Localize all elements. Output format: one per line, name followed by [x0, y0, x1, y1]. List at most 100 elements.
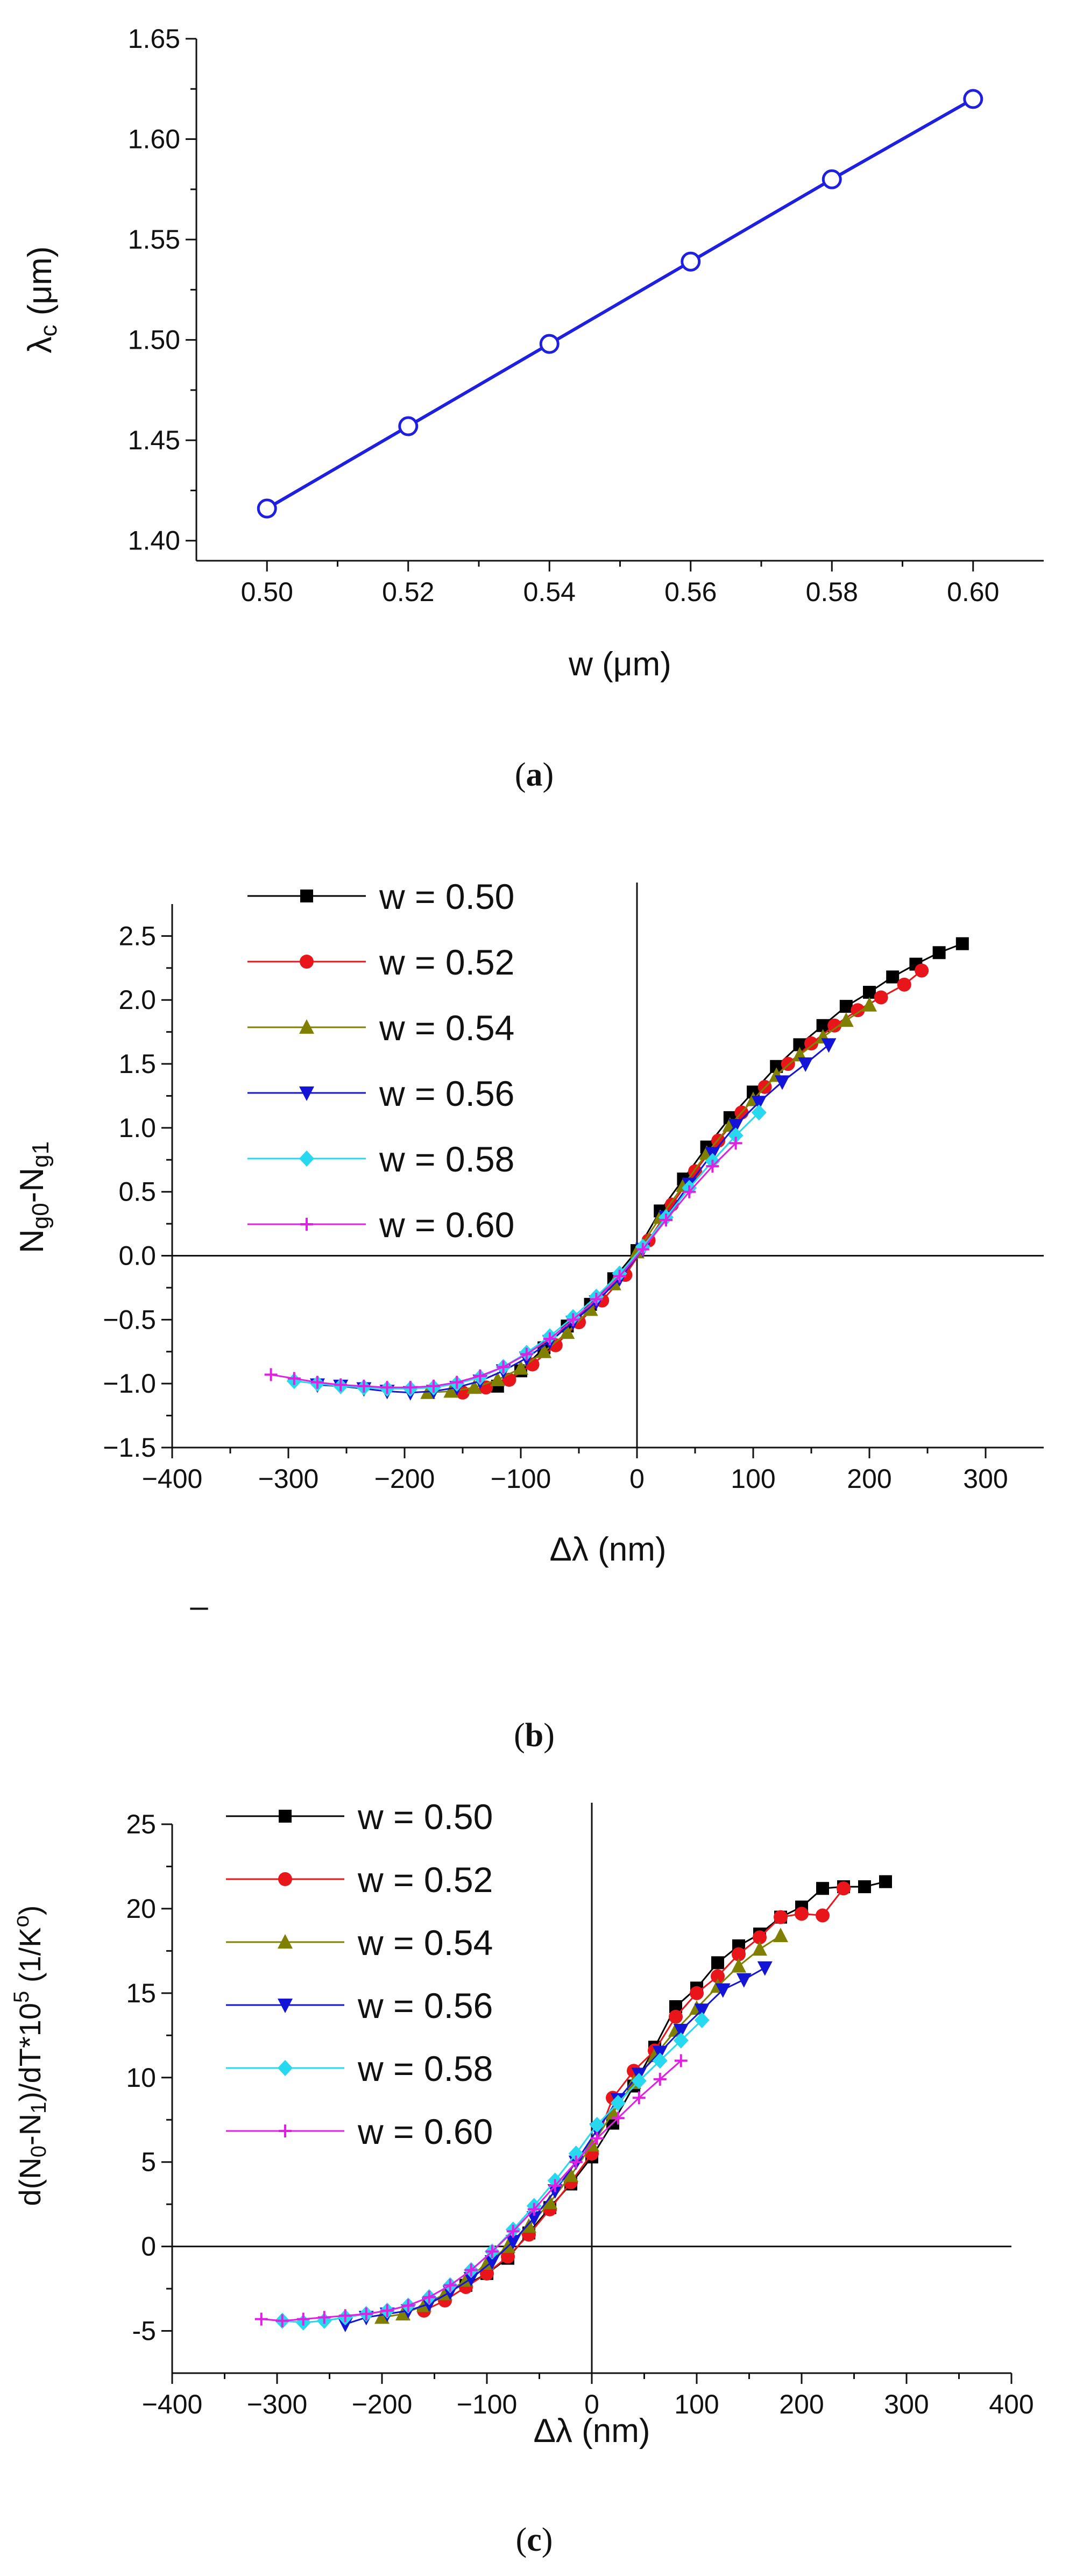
data-point — [497, 1360, 510, 1374]
legend-item: w = 0.58 — [247, 1139, 514, 1179]
legend-label: w = 0.58 — [379, 1139, 514, 1179]
legend-marker — [300, 890, 313, 902]
data-point — [706, 1160, 719, 1173]
data-point — [963, 89, 983, 109]
legend-label: w = 0.56 — [357, 1986, 493, 2025]
legend-item: w = 0.54 — [247, 1008, 514, 1048]
x-tick-label: 300 — [884, 2389, 929, 2419]
x-tick-label: 0.56 — [664, 577, 717, 607]
data-point — [673, 2032, 689, 2049]
data-point — [851, 1003, 865, 1018]
data-point — [757, 1961, 773, 1976]
y-tick-label: 0 — [141, 2232, 156, 2262]
series-050 — [491, 937, 969, 1393]
y-tick-label: 1.50 — [128, 325, 180, 355]
data-point — [605, 2105, 620, 2120]
data-point — [955, 937, 969, 950]
series-lambda-c — [257, 89, 983, 519]
x-tick-label: 0.50 — [241, 577, 293, 607]
legend-marker — [300, 1218, 313, 1231]
x-tick-label: 400 — [989, 2389, 1033, 2419]
data-point — [543, 1332, 556, 1345]
legend-marker — [278, 1934, 293, 1949]
legend-item: w = 0.52 — [226, 1860, 493, 1900]
data-point — [728, 1119, 744, 1134]
data-point — [485, 2245, 499, 2259]
y-tick-label: 1.0 — [118, 1113, 156, 1143]
x-tick-label: −100 — [491, 1464, 551, 1494]
data-point — [932, 946, 946, 959]
x-axis-label: Δλ (nm) — [533, 2412, 650, 2450]
data-point — [443, 1383, 459, 1398]
data-point — [874, 990, 888, 1005]
data-point — [897, 977, 911, 992]
data-point — [613, 1269, 626, 1283]
data-point — [374, 2309, 390, 2324]
series-060 — [264, 1137, 742, 1394]
legend-label: w = 0.52 — [379, 942, 514, 982]
data-point — [520, 1347, 533, 1361]
legend-label: w = 0.54 — [379, 1008, 514, 1048]
data-point — [774, 1910, 788, 1924]
data-point — [798, 1057, 813, 1072]
data-point — [858, 1880, 871, 1894]
data-point — [264, 1368, 278, 1381]
data-point — [311, 1375, 324, 1389]
data-point — [837, 1881, 851, 1896]
series-060 — [254, 2054, 688, 2327]
data-point — [804, 1036, 818, 1051]
data-point — [775, 1075, 790, 1090]
data-point — [484, 2255, 500, 2270]
legend: w = 0.50 w = 0.52 w = 0.54 w = 0.56 w = 0.58… — [247, 877, 514, 1245]
y-tick-label: 15 — [126, 1978, 156, 2008]
legend-marker — [278, 2060, 293, 2076]
data-point — [673, 2023, 689, 2038]
data-point — [674, 2054, 688, 2067]
x-tick-label: 0 — [584, 2389, 599, 2419]
data-point — [915, 963, 929, 978]
x-axis-label: Δλ (nm) — [549, 1531, 666, 1568]
x-tick-label: 0.52 — [382, 577, 434, 607]
x-tick-label: −400 — [142, 1464, 203, 1494]
data-point — [359, 2307, 373, 2321]
data-point — [631, 2073, 647, 2090]
data-point — [694, 2003, 710, 2019]
legend-label: w = 0.56 — [379, 1074, 514, 1113]
data-point — [463, 2272, 479, 2287]
data-point — [583, 1301, 598, 1316]
y-tick-label: 0.5 — [118, 1177, 156, 1207]
data-point — [610, 2094, 626, 2111]
legend-label: w = 0.60 — [379, 1205, 514, 1245]
data-point — [863, 985, 876, 999]
x-axis-label: w (μm) — [568, 646, 671, 683]
data-point — [862, 997, 877, 1012]
x-tick-label: 300 — [963, 1464, 1008, 1494]
data-point — [422, 2290, 436, 2304]
y-tick-label: 1.60 — [128, 124, 180, 154]
data-point — [505, 2235, 521, 2250]
data-point — [879, 1875, 892, 1888]
legend-label: w = 0.60 — [357, 2112, 493, 2151]
legend-item: w = 0.56 — [247, 1074, 514, 1113]
data-point — [732, 1947, 746, 1961]
legend-item: w = 0.56 — [226, 1986, 493, 2025]
data-point — [536, 1343, 552, 1358]
legend-item: w = 0.50 — [226, 1797, 493, 1837]
legend-marker — [299, 1086, 314, 1101]
legend-label: w = 0.58 — [357, 2049, 493, 2088]
y-tick-label: 1.40 — [128, 526, 180, 556]
chart-panel-a: 0.50 0.52 0.54 0.56 0.58 0.60 1.40 1.45 1.50 1.55… — [22, 24, 1044, 793]
series-054 — [420, 997, 877, 1399]
legend-label: w = 0.54 — [357, 1923, 493, 1963]
panel-caption: (a) — [515, 757, 554, 793]
y-tick-label: 2.0 — [118, 985, 156, 1015]
data-point — [683, 1185, 696, 1198]
data-point — [563, 2167, 578, 2182]
x-tick-label: −300 — [247, 2389, 308, 2419]
data-point — [567, 1313, 580, 1326]
legend-item: w = 0.54 — [226, 1923, 493, 1963]
y-tick-label: 1.5 — [118, 1049, 156, 1079]
y-axis-label: d(N0-N1)/dT*105 (1/Ko) — [10, 1905, 51, 2206]
data-point — [296, 2312, 310, 2326]
y-tick-label: -5 — [132, 2316, 156, 2346]
